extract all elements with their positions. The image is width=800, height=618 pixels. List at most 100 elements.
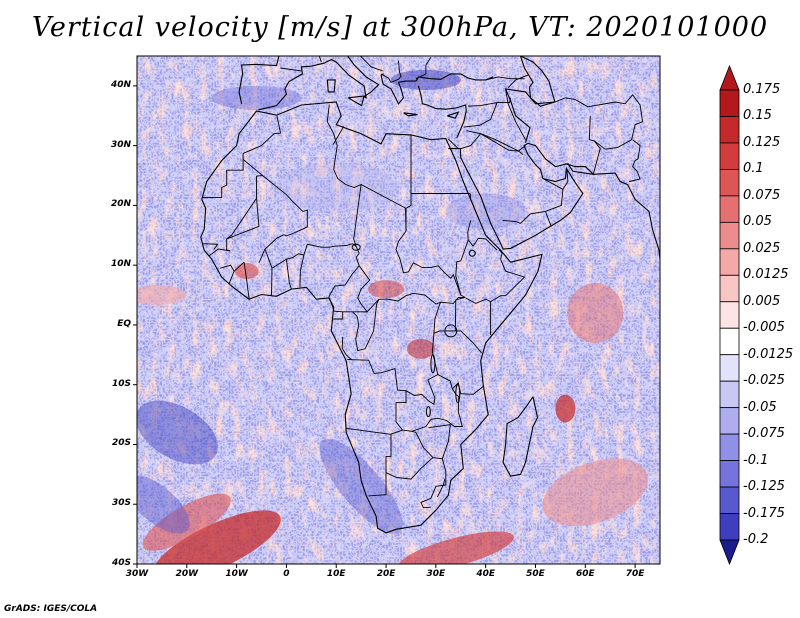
velocity-blob [234,263,259,280]
country-border [405,193,471,209]
colorbar-label: 0.005 [743,293,781,309]
colorbar-label: -0.05 [743,399,777,415]
y-tick-label: 30N [110,139,131,150]
y-tick-label: 10N [110,259,131,270]
colorbar [719,64,740,566]
country-border [226,159,264,252]
country-border [411,430,434,458]
plot-frame [136,55,661,565]
colorbar-label: 0.0125 [743,267,789,283]
colorbar-swatch [719,513,740,541]
y-tick-label: 20N [110,199,131,210]
country-border [405,208,407,232]
x-tick-label: 70E [625,569,645,579]
colorbar-swatch [719,354,740,382]
x-tick-label: 40E [476,569,495,579]
country-border [226,197,257,240]
map-title: Vertical velocity [m/s] at 300hPa, VT: 2… [31,12,769,43]
country-border [465,297,492,336]
coastline [258,56,380,111]
country-border [402,374,463,432]
country-border [460,130,482,150]
velocity-blob [542,458,648,527]
x-tick-label: 30E [426,569,446,579]
velocity-blob [390,69,461,90]
country-border [436,478,446,498]
country-border [587,94,644,150]
colorbar-swatch [719,327,740,356]
colorbar-swatch [719,380,740,409]
colorbar-label: 0.025 [743,240,781,256]
velocity-blob [142,493,231,551]
country-border [243,262,250,300]
country-border [380,60,402,83]
country-border [220,261,245,272]
colorbar-swatch [719,274,740,303]
colorbar-swatch [719,89,740,117]
coastline [238,56,280,104]
colorbar-top-arrow [719,64,740,91]
colorbar-swatch [719,486,740,514]
velocity-blob [276,162,397,213]
country-border [228,271,235,284]
colorbar-label: 0.075 [743,187,781,203]
lake-outline [455,384,461,404]
y-tick-label: 10S [111,378,131,389]
velocity-blob [397,531,514,564]
country-border [562,169,569,190]
plot-area [137,56,660,564]
coastline [502,396,539,477]
country-border [285,259,292,290]
country-border [385,433,392,473]
country-border [433,330,483,354]
velocity-blob [137,285,187,306]
country-border [242,115,282,160]
colorbar-label: 0.05 [743,214,772,230]
x-tick-label: 20E [376,569,396,579]
country-border [455,239,469,296]
country-border [271,268,273,296]
colorbar-label: -0.2 [743,532,769,547]
country-border [490,259,526,302]
country-border [333,311,344,320]
x-tick-label: 30W [125,569,149,579]
country-border [451,382,484,395]
country-border [415,56,432,80]
y-tick-label: 20S [111,438,131,449]
velocity-blob [406,338,435,359]
country-border [328,265,360,298]
coastline [519,56,556,107]
colorbar-label: -0.0125 [743,346,794,362]
colorbar-label: -0.005 [743,320,785,336]
country-border [264,248,304,269]
country-border [405,301,442,406]
country-border [629,139,641,182]
velocity-blob [319,438,403,535]
country-border [428,424,451,459]
velocity-blob [555,394,576,423]
colorbar-label: -0.025 [743,373,785,389]
country-border [447,138,461,150]
y-tick-label: 40S [111,558,131,568]
velocity-blobs [137,69,648,564]
velocity-blob [137,475,190,534]
colorbar-label: -0.075 [743,426,785,442]
country-border [359,56,383,72]
colorbar-swatch [719,116,740,144]
x-tick-label: 0 [283,569,290,579]
country-border [554,97,589,108]
country-border [468,102,498,107]
country-border [544,211,552,226]
y-tick-label: 30S [111,498,131,509]
colorbar-label: 0.175 [743,82,781,97]
coastline [417,85,467,139]
colorbar-swatch [719,301,740,329]
grads-credit: GrADS: IGES/COLA [4,604,98,614]
lake-outline [444,324,458,338]
axis-ticks [133,85,636,568]
coastline [447,111,460,119]
country-border [480,133,526,152]
country-border [318,56,322,63]
country-border [208,248,231,257]
